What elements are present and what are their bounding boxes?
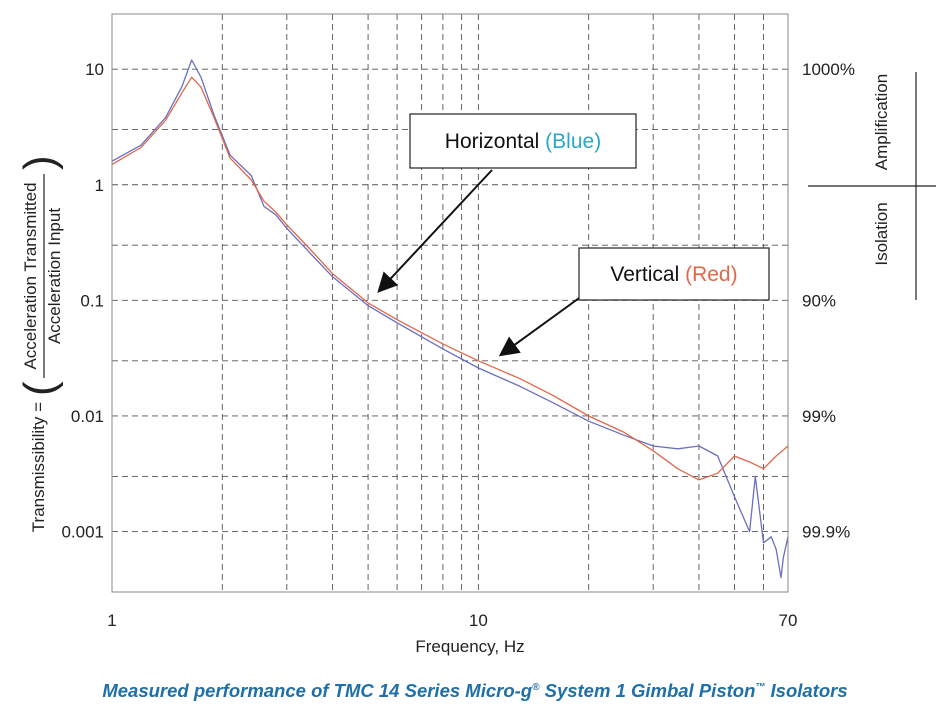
- callout-horizontal-highlight: (Blue): [545, 130, 601, 153]
- tick-labels: 1 10 70 10 1 0.1 0.01 0.001 1000% 90% 99% 99.9%: [61, 60, 854, 630]
- caption-trademark: ™: [755, 681, 766, 693]
- right-tick-label: 99.9%: [802, 523, 850, 542]
- right-tick-label: 1000%: [802, 60, 855, 79]
- grid-lines: [112, 14, 788, 592]
- figure-caption: Measured performance of TMC 14 Series Mi…: [0, 680, 950, 702]
- callout-vertical-highlight: (Red): [685, 263, 738, 286]
- y-tick-label: 0.1: [80, 291, 104, 310]
- y-axis-label: Transmissibility = ( Acceleration Transm…: [15, 155, 64, 532]
- y-axis-paren-close: ): [15, 155, 64, 170]
- series-line-horizontal: [111, 59, 789, 579]
- series-line-vertical: [111, 76, 789, 481]
- callout-horizontal-box: [409, 113, 637, 169]
- transmissibility-chart: 1 10 70 10 1 0.1 0.01 0.001 1000% 90% 99% 99.9% Fre…: [15, 13, 936, 656]
- y-axis-label-prefix: Transmissibility =: [29, 402, 48, 532]
- y-axis-paren-open: (: [15, 381, 64, 396]
- right-tick-label: 99%: [802, 407, 836, 426]
- y-tick-label: 0.001: [61, 523, 104, 542]
- arrow-horizontal: [377, 169, 493, 293]
- y-axis-label-denominator: Acceleration Input: [45, 208, 64, 344]
- callout-vertical-prefix: Vertical: [610, 263, 679, 286]
- y-tick-label: 10: [85, 60, 104, 79]
- callout-vertical-box: [578, 247, 770, 301]
- series-lines: [111, 59, 789, 579]
- caption-registered-mark: ®: [532, 681, 540, 693]
- callout-vertical: Vertical (Red): [498, 247, 770, 357]
- callout-horizontal-label: Horizontal (Blue): [445, 130, 601, 153]
- caption-part-1: Measured performance of TMC 14 Series Mi…: [102, 680, 533, 701]
- caption-part-2: System 1 Gimbal Piston: [539, 680, 756, 701]
- y-tick-label: 0.01: [71, 407, 104, 426]
- right-label-amplification: Amplification: [872, 74, 891, 170]
- right-tick-label: 90%: [802, 291, 836, 310]
- y-tick-label: 1: [95, 176, 104, 195]
- callout-horizontal: Horizontal (Blue): [377, 113, 637, 293]
- caption-part-3: Isolators: [765, 680, 848, 701]
- plot-frame: [111, 13, 789, 593]
- x-axis-label: Frequency, Hz: [415, 637, 524, 656]
- y-axis-label-numerator: Acceleration Transmitted: [21, 182, 40, 369]
- right-label-isolation: Isolation: [872, 202, 891, 265]
- x-tick-label: 70: [779, 611, 798, 630]
- x-tick-label: 10: [469, 611, 488, 630]
- arrow-vertical: [498, 295, 583, 357]
- right-axis-label: Amplification Isolation: [808, 72, 936, 300]
- x-tick-label: 1: [107, 611, 116, 630]
- callout-vertical-label: Vertical (Red): [610, 263, 737, 286]
- callout-horizontal-prefix: Horizontal: [445, 130, 540, 153]
